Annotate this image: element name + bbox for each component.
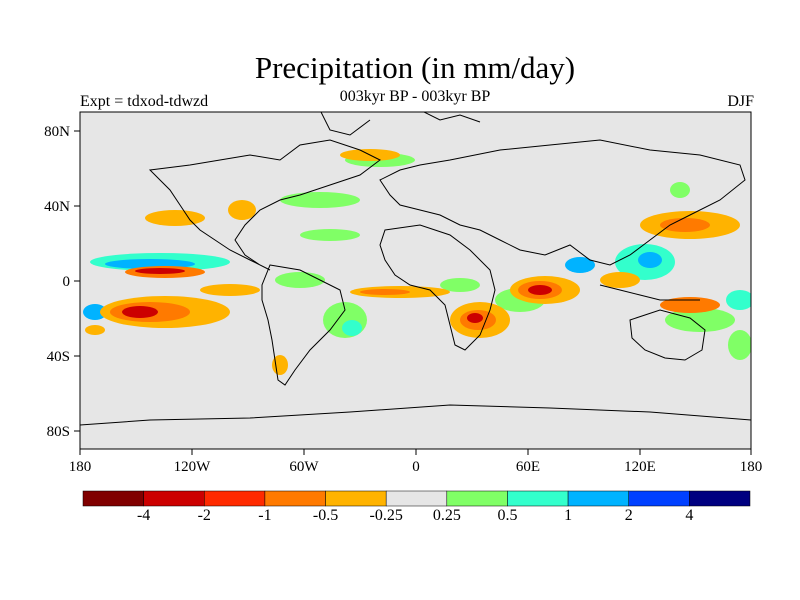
experiment-label: Expt = tdxod-tdwzd: [80, 93, 209, 110]
lon-axis: 180 120W 60W 0 60E 120E 180: [69, 449, 763, 475]
colorbar-swatch: [446, 490, 508, 507]
colorbar-label: 0.5: [497, 507, 518, 524]
lat-tick-label: 40N: [44, 199, 70, 215]
negative-anomalies: [85, 149, 740, 375]
colorbar-swatch: [325, 490, 387, 507]
colorbar-swatch: [385, 490, 448, 507]
map-subtitle: 003kyr BP - 003kyr BP: [339, 88, 491, 105]
colorbar-swatch: [143, 490, 205, 507]
colorbar-swatch: [689, 490, 751, 507]
lon-tick-label: 60E: [516, 459, 540, 475]
colorbar-swatch: [507, 490, 569, 507]
lat-tick-label: 40S: [47, 349, 70, 365]
colorbar-label: 0.25: [432, 507, 461, 524]
map-title: Precipitation (in mm/day): [254, 50, 576, 85]
colorbar-label: 1: [564, 507, 573, 524]
lat-tick-label: 80S: [47, 424, 70, 440]
colorbar-label: -1: [258, 507, 272, 524]
lon-tick-label: 60W: [289, 459, 319, 475]
colorbar-label: 2: [624, 507, 633, 524]
colorbar: [82, 490, 751, 507]
lon-tick-label: 120W: [174, 459, 212, 475]
colorbar-label: -0.25: [369, 507, 403, 524]
lat-tick-label: 80N: [44, 124, 70, 140]
lat-tick-label: 0: [63, 274, 71, 290]
colorbar-label: 4: [685, 507, 694, 524]
lon-tick-label: 0: [412, 459, 420, 475]
colorbar-swatch: [567, 490, 629, 507]
colorbar-swatch: [82, 490, 144, 507]
lat-axis: 80N 40N 0 40S 80S: [44, 124, 80, 440]
colorbar-swatch: [264, 490, 326, 507]
lon-tick-label: 120E: [624, 459, 656, 475]
colorbar-label: -2: [197, 507, 211, 524]
colorbar-label: -4: [136, 507, 151, 524]
map-plot-area: [80, 112, 751, 449]
season-label: DJF: [727, 93, 754, 110]
lon-tick-label: 180: [69, 459, 92, 475]
lon-tick-label: 180: [740, 459, 763, 475]
colorbar-swatch: [628, 490, 690, 507]
colorbar-label: -0.5: [312, 507, 339, 524]
colorbar-swatch: [204, 490, 266, 507]
coastlines: [80, 112, 751, 426]
